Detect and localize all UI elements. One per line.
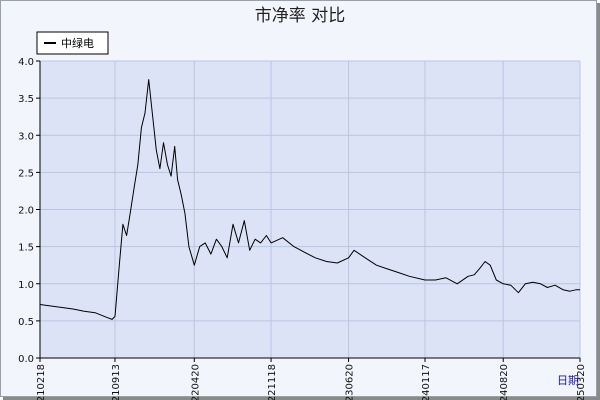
x-tick-label: 20230620 — [345, 364, 356, 400]
y-tick-label: 1.5 — [18, 243, 34, 254]
x-tick-label: 20240820 — [499, 364, 510, 400]
x-axis-label: 日期 — [557, 374, 579, 387]
legend-box — [36, 31, 109, 55]
x-tick-label: 20210913 — [111, 364, 122, 400]
y-tick-label: 2.5 — [18, 168, 34, 179]
x-tick-label: 20240117 — [421, 364, 432, 400]
y-tick-label: 2.0 — [18, 206, 34, 217]
legend: 中绿电 — [36, 31, 109, 55]
y-tick-label: 3.0 — [18, 131, 34, 142]
series-lines — [39, 79, 580, 320]
x-tick-label: 20210218 — [36, 364, 47, 400]
chart-title: 市净率 对比 — [255, 6, 345, 26]
x-axis-ticks: 20210218 20210913 20220420 20221118 20230620… — [36, 358, 587, 400]
y-tick-label: 3.5 — [18, 94, 34, 105]
y-axis-ticks: 0.0 0.5 1.0 1.5 2.0 2.5 3.0 3.5 4.0 — [18, 57, 40, 365]
x-tick-label: 20221118 — [267, 364, 278, 400]
y-tick-label: 4.0 — [18, 57, 34, 68]
y-tick-label: 0.5 — [18, 317, 34, 328]
y-tick-label: 1.0 — [18, 280, 34, 291]
x-tick-label: 20220420 — [190, 364, 201, 400]
y-tick-label: 0.0 — [18, 354, 34, 365]
legend-label: 中绿电 — [61, 36, 94, 50]
frame-shadow-right — [597, 3, 600, 400]
x-tick-label: 20250320 — [576, 364, 587, 400]
series-line — [39, 79, 580, 320]
frame-shadow-bottom — [3, 397, 600, 400]
